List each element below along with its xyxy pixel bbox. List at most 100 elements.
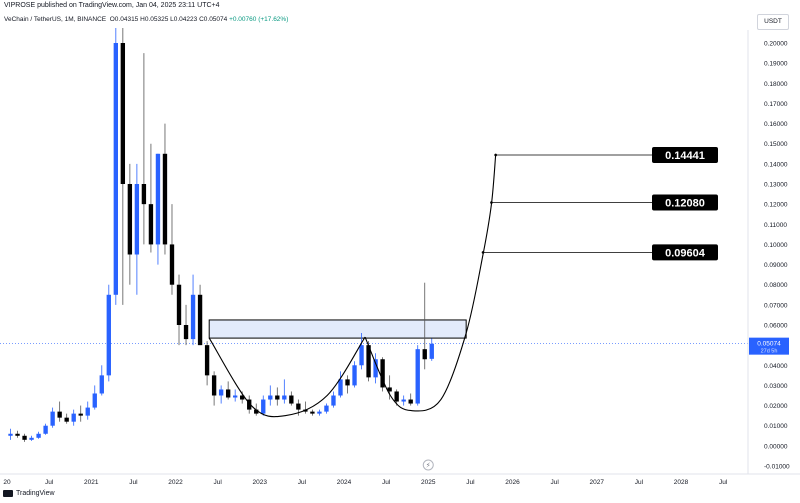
candle[interactable] — [71, 409, 76, 426]
candle[interactable] — [387, 375, 392, 400]
candle[interactable] — [422, 282, 427, 370]
currency-selector[interactable]: USDT — [757, 14, 789, 30]
candle-body — [64, 417, 69, 422]
candle-body — [176, 284, 182, 325]
x-tick-label: Jul — [550, 479, 559, 486]
candle[interactable] — [29, 435, 34, 441]
candle-body — [218, 389, 224, 396]
candle[interactable] — [359, 333, 364, 370]
candle[interactable] — [85, 401, 90, 420]
candle[interactable] — [415, 345, 420, 406]
candle[interactable] — [233, 389, 238, 402]
candle[interactable] — [338, 371, 343, 398]
candle[interactable] — [99, 365, 104, 396]
candle[interactable] — [204, 341, 210, 386]
candle[interactable] — [211, 371, 217, 406]
candle[interactable] — [331, 391, 336, 408]
cup-curve[interactable] — [208, 336, 366, 418]
candle-body — [359, 345, 364, 366]
candle[interactable] — [36, 431, 41, 439]
y-tick-label: 0.11000 — [764, 222, 787, 229]
candle[interactable] — [162, 123, 168, 255]
candle-body — [380, 359, 385, 388]
candle[interactable] — [324, 403, 329, 414]
candle[interactable] — [247, 395, 252, 414]
candle-body — [429, 343, 434, 359]
candle[interactable] — [169, 204, 175, 295]
candle[interactable] — [261, 395, 266, 416]
plot-area — [0, 0, 748, 442]
candle[interactable] — [282, 379, 287, 404]
candle[interactable] — [43, 423, 48, 435]
candle[interactable] — [183, 304, 189, 346]
candle[interactable] — [401, 395, 406, 406]
resistance-zone[interactable] — [208, 319, 467, 339]
candle[interactable] — [113, 0, 118, 305]
candle-body — [261, 399, 266, 414]
candle-body — [120, 43, 126, 184]
current-price-tag — [749, 337, 789, 355]
candle[interactable] — [408, 393, 413, 406]
tradingview-footer[interactable]: TradingView — [3, 490, 55, 497]
ohlc-high: H0.05325 — [140, 16, 169, 23]
candle[interactable] — [373, 353, 378, 384]
candle[interactable] — [106, 284, 111, 382]
candle[interactable] — [310, 409, 315, 416]
candle[interactable] — [366, 341, 371, 382]
candle[interactable] — [64, 413, 69, 424]
event-marker-icon[interactable] — [422, 459, 434, 471]
candle[interactable] — [155, 153, 161, 265]
candle[interactable] — [429, 338, 434, 361]
candle[interactable] — [394, 389, 399, 406]
candle[interactable] — [15, 430, 20, 438]
candle-body — [338, 379, 343, 396]
x-tick-label: 2022 — [168, 479, 183, 486]
candle[interactable] — [134, 163, 140, 295]
candle[interactable] — [22, 433, 27, 442]
candle-body — [415, 349, 420, 404]
candle[interactable] — [268, 385, 273, 406]
candle[interactable] — [190, 274, 196, 346]
candle[interactable] — [225, 381, 231, 400]
candle[interactable] — [303, 401, 308, 414]
candle[interactable] — [345, 375, 350, 394]
candle[interactable] — [289, 391, 294, 406]
candle-body — [113, 43, 118, 295]
x-tick-label: 2028 — [674, 479, 689, 486]
symbol-name[interactable]: VeChain / TetherUS, 1M, BINANCE — [4, 16, 107, 23]
candle[interactable] — [120, 0, 126, 305]
candle[interactable] — [218, 385, 224, 404]
y-tick-label: 0.00000 — [764, 443, 788, 450]
candle-body — [394, 391, 399, 402]
candle[interactable] — [197, 284, 203, 346]
target-label-box[interactable] — [652, 194, 718, 211]
candle[interactable] — [92, 385, 97, 410]
candle[interactable] — [127, 163, 133, 285]
candle[interactable] — [380, 357, 385, 392]
candle[interactable] — [148, 143, 154, 253]
candle[interactable] — [275, 387, 280, 406]
y-tick-label: 0.20000 — [764, 41, 788, 48]
candle-body — [296, 403, 301, 410]
candle-body — [99, 375, 104, 394]
candle[interactable] — [141, 53, 147, 245]
x-tick-label: Jul — [382, 479, 391, 486]
candle-body — [268, 395, 273, 400]
candle[interactable] — [352, 361, 357, 388]
candle-body — [387, 387, 392, 392]
candle[interactable] — [50, 407, 55, 428]
candle[interactable] — [317, 409, 322, 416]
candle[interactable] — [176, 274, 182, 346]
candle-body — [106, 294, 111, 376]
candle[interactable] — [57, 401, 62, 422]
ohlc-low: L0.04223 — [170, 16, 198, 23]
target-label-box[interactable] — [652, 244, 718, 261]
target-label-box[interactable] — [652, 146, 718, 163]
candle-body — [324, 405, 329, 412]
y-tick-label: 0.07000 — [764, 302, 788, 309]
candle[interactable] — [78, 405, 83, 422]
x-tick-label: 2023 — [253, 479, 268, 486]
candle[interactable] — [8, 428, 13, 440]
cup-curve[interactable] — [364, 154, 497, 412]
